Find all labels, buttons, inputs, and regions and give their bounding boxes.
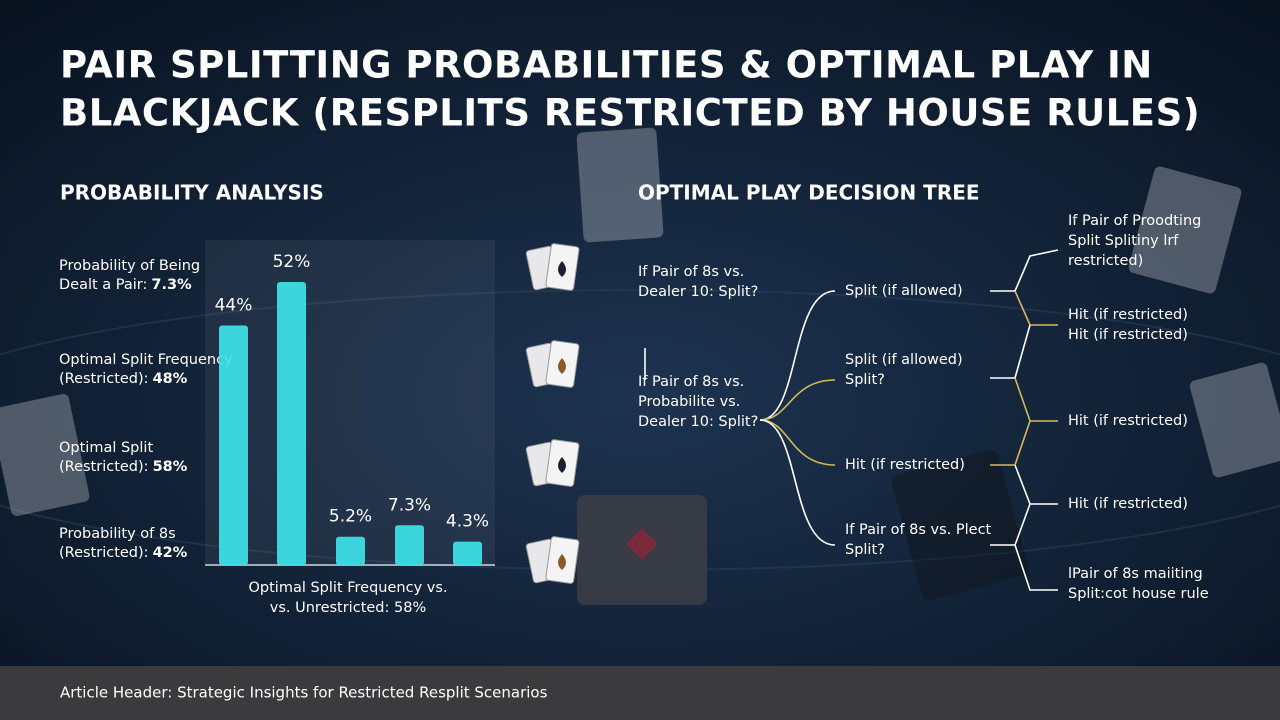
title: BLACKJACK (RESPLITS RESTRICTED BY HOUSE … [60, 92, 1200, 135]
tree-node: Dealer 10: Split? [638, 414, 758, 430]
bar [395, 525, 424, 565]
tree-edge [1014, 544, 1058, 591]
annotation-text: Probability of Being [59, 258, 200, 274]
tree-node: restricted) [1068, 253, 1143, 269]
tree-node: Hit (if restricted) [1068, 496, 1188, 512]
tree-node: Split (if allowed) [845, 352, 963, 368]
tree-node: Probabilite vs. [638, 394, 740, 410]
card-icons [525, 243, 580, 584]
chart-panel [205, 240, 495, 565]
annotation-text: Dealt a Pair: [59, 277, 147, 293]
tree-edge [759, 379, 836, 421]
tree-node: Split? [845, 542, 885, 558]
chart-caption: Optimal Split Frequency vs. [249, 580, 448, 596]
annotation-value: 48% [153, 371, 188, 387]
annotation: (Restricted): 42% [59, 545, 188, 561]
annotation: (Restricted): 58% [59, 459, 188, 475]
suit [558, 261, 566, 277]
annotation-text: (Restricted): [59, 459, 149, 475]
footer: Article Header: Strategic Insights for R… [60, 684, 548, 702]
tree-node: lPair of 8s maiiting [1068, 566, 1203, 582]
background-cards [0, 127, 1280, 601]
annotation-text: Optimal Split [59, 440, 153, 456]
tree-node: Split Splitiny lrf [1068, 233, 1179, 249]
tree-node: Hit (if restricted) [1068, 327, 1188, 343]
tree-node: Hit (if restricted) [1068, 307, 1188, 323]
annotation: (Restricted): 48% [59, 371, 188, 387]
value-label: 4.3% [446, 512, 489, 532]
tree-node: Split (if allowed) [845, 283, 963, 299]
tree-lines [644, 249, 1059, 591]
suit [558, 358, 566, 374]
title: PAIR SPLITTING PROBABILITIES & OPTIMAL P… [60, 44, 1153, 87]
tree-title: OPTIMAL PLAY DECISION TREE [638, 181, 980, 205]
suit [558, 457, 566, 473]
suit [558, 554, 566, 570]
tree-node: If Pair of 8s vs. [638, 264, 744, 280]
value-label: 52% [273, 252, 311, 272]
annotation: Optimal Split Frequency [59, 352, 233, 368]
footer-bar [0, 666, 1280, 720]
annotation: Probability of Being [59, 258, 200, 274]
tree-node: Split:cot house rule [1068, 586, 1209, 602]
annotation: Optimal Split [59, 440, 153, 456]
bar [219, 325, 248, 565]
tree-edge [990, 249, 1059, 292]
tree-node: Dealer 10: Split? [638, 284, 758, 300]
tree-node: If Pair of 8s vs. [638, 374, 744, 390]
value-label: 44% [215, 296, 253, 316]
annotation-text: Optimal Split Frequency [59, 352, 233, 368]
annotation-value: 7.3% [151, 277, 192, 293]
tree-node: If Pair of Proodting [1068, 213, 1201, 229]
value-label: 7.3% [388, 495, 431, 515]
annotation-text: Probability of 8s [59, 526, 176, 542]
tree-node: If Pair of 8s vs. Plect [845, 522, 992, 538]
tree-edge [759, 290, 836, 421]
value-label: 5.2% [329, 507, 372, 527]
chart-title: PROBABILITY ANALYSIS [60, 181, 324, 205]
chart-caption: vs. Unrestricted: 58% [270, 600, 426, 616]
annotation-text: (Restricted): [59, 371, 149, 387]
tree-node: Hit (if restricted) [1068, 413, 1188, 429]
annotation-value: 42% [153, 545, 188, 561]
bar [453, 541, 482, 565]
tree-edge [759, 419, 836, 546]
bar [277, 282, 306, 565]
bar [336, 536, 365, 565]
tree-node: Hit (if restricted) [845, 457, 965, 473]
annotation-text: (Restricted): [59, 545, 149, 561]
annotation-value: 58% [153, 459, 188, 475]
tree-node: Split? [845, 372, 885, 388]
annotation: Dealt a Pair: 7.3% [59, 277, 192, 293]
annotation: Probability of 8s [59, 526, 176, 542]
card-diamond [626, 528, 658, 560]
